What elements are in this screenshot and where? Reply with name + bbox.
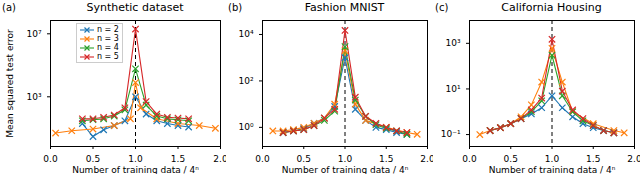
html-text:(b): (b)	[228, 2, 243, 13]
svg-text:1.0: 1.0	[545, 154, 560, 164]
html-text:Synthetic dataset: Synthetic dataset	[86, 1, 184, 14]
svg-text:2.0: 2.0	[213, 154, 226, 164]
svg-text:0.0: 0.0	[255, 154, 270, 164]
svg-text:0.5: 0.5	[86, 154, 100, 164]
svg-text:1.0: 1.0	[128, 154, 143, 164]
svg-text:Number of training data / 4ⁿ: Number of training data / 4ⁿ	[72, 165, 199, 174]
svg-text:Number of training data / 4ⁿ: Number of training data / 4ⁿ	[489, 165, 616, 174]
svg-text:1.5: 1.5	[171, 154, 185, 164]
svg-text:Mean squared test error: Mean squared test error	[5, 29, 15, 138]
svg-text:10⁷: 10⁷	[26, 29, 41, 39]
svg-text:10⁴: 10⁴	[238, 29, 253, 39]
svg-text:0.0: 0.0	[462, 154, 477, 164]
html-text:n = 3: n = 3	[97, 34, 119, 43]
svg-text:10²: 10²	[238, 76, 253, 86]
svg-text:2.0: 2.0	[420, 154, 433, 164]
html-text:(c): (c)	[435, 2, 449, 13]
svg-text:10⁰: 10⁰	[238, 122, 253, 132]
svg-text:1.5: 1.5	[379, 154, 393, 164]
html-text:n = 5: n = 5	[97, 52, 119, 61]
svg-text:Number of training data / 4ⁿ: Number of training data / 4ⁿ	[282, 165, 409, 174]
html-text:n = 2: n = 2	[97, 25, 119, 34]
svg-text:1.5: 1.5	[586, 154, 600, 164]
svg-text:0.0: 0.0	[43, 154, 58, 164]
svg-text:0.5: 0.5	[297, 154, 311, 164]
svg-text:1.0: 1.0	[338, 154, 353, 164]
svg-text:10³: 10³	[26, 92, 41, 102]
svg-text:10³: 10³	[445, 38, 460, 48]
html-text:Fashion MNIST: Fashion MNIST	[304, 1, 385, 14]
svg-text:10⁻¹: 10⁻¹	[441, 129, 461, 139]
html-text:n = 4: n = 4	[97, 43, 119, 52]
svg-text:0.5: 0.5	[504, 154, 518, 164]
svg-text:10¹: 10¹	[445, 84, 460, 94]
svg-text:2.0: 2.0	[627, 154, 640, 164]
html-text:(a): (a)	[2, 2, 16, 13]
html-text:California Housing: California Housing	[501, 1, 602, 14]
